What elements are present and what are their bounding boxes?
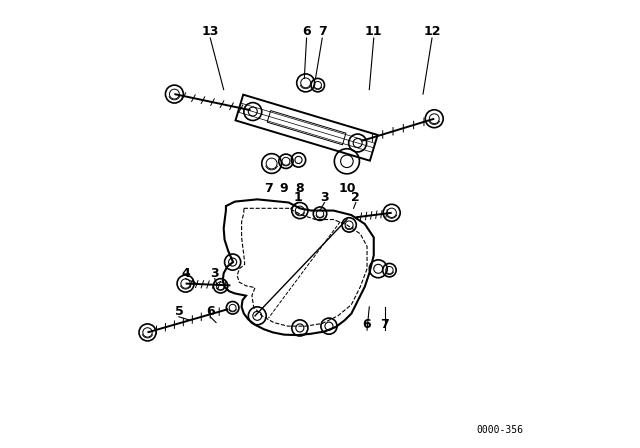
Text: 6: 6 bbox=[206, 305, 214, 318]
Text: 0000-356: 0000-356 bbox=[477, 426, 524, 435]
Text: 12: 12 bbox=[423, 25, 441, 38]
Text: 8: 8 bbox=[296, 181, 304, 195]
Text: 9: 9 bbox=[280, 181, 289, 195]
Text: 2: 2 bbox=[351, 190, 360, 204]
Text: 11: 11 bbox=[365, 25, 383, 38]
Text: 5: 5 bbox=[175, 305, 183, 318]
Text: 3: 3 bbox=[211, 267, 219, 280]
Text: 4: 4 bbox=[181, 267, 190, 280]
Text: 7: 7 bbox=[318, 25, 326, 38]
Text: 1: 1 bbox=[293, 190, 302, 204]
Text: 13: 13 bbox=[202, 25, 219, 38]
Text: 7: 7 bbox=[264, 181, 273, 195]
Text: 7: 7 bbox=[381, 318, 389, 332]
Text: 6: 6 bbox=[302, 25, 311, 38]
Text: 10: 10 bbox=[338, 181, 356, 195]
Text: 6: 6 bbox=[363, 318, 371, 332]
Text: 3: 3 bbox=[320, 190, 329, 204]
